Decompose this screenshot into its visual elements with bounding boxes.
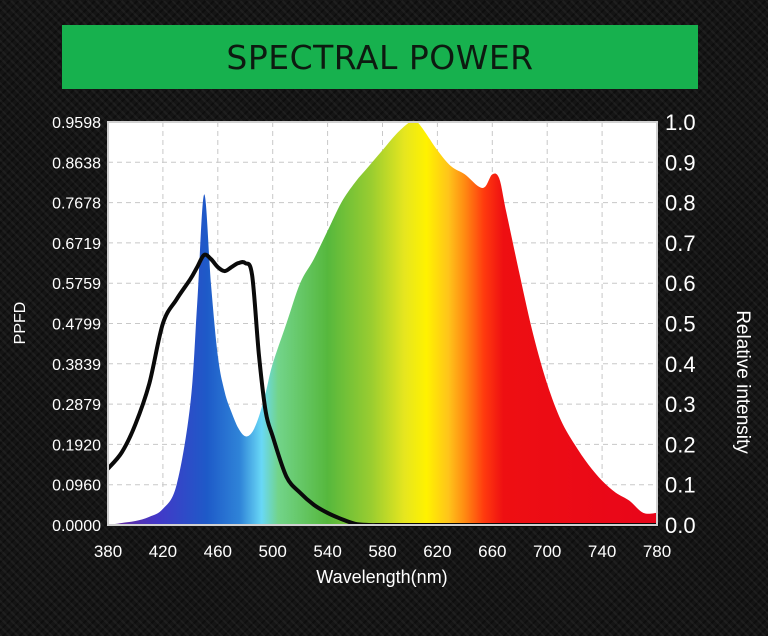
y-right-tick-label: 0.8	[665, 191, 696, 216]
x-tick-label: 780	[643, 542, 671, 561]
y-left-tick-label: 0.8638	[52, 155, 101, 172]
y-left-tick-label: 0.1920	[52, 437, 101, 454]
y-axis-right-ticks: 0.0 0.1 0.2 0.3 0.4 0.5 0.6 0.7 0.8 0.9 1.0	[665, 110, 696, 538]
x-tick-label: 460	[204, 542, 232, 561]
y-axis-left-ticks: 0.0000 0.0960 0.1920 0.2879 0.3839 0.4799 0.57…	[52, 115, 101, 535]
y-left-tick-label: 0.6719	[52, 236, 101, 253]
x-tick-label: 620	[423, 542, 451, 561]
y-right-tick-label: 0.5	[665, 312, 696, 337]
y-left-tick-label: 0.9598	[52, 115, 101, 132]
chart-title: SPECTRAL POWER	[226, 37, 534, 77]
y-right-tick-label: 0.2	[665, 432, 696, 457]
y-right-tick-label: 0.3	[665, 392, 696, 417]
x-tick-label: 500	[259, 542, 287, 561]
x-tick-label: 420	[149, 542, 177, 561]
y-right-tick-label: 0.4	[665, 352, 696, 377]
y-right-tick-label: 0.6	[665, 271, 696, 296]
x-tick-label: 580	[368, 542, 396, 561]
y-right-tick-label: 1.0	[665, 110, 696, 135]
y-left-tick-label: 0.7678	[52, 196, 101, 213]
x-tick-label: 380	[94, 542, 122, 561]
x-tick-label: 700	[533, 542, 561, 561]
y-axis-right-label: Relative intensity	[732, 310, 753, 454]
y-axis-left-label: PPFD	[12, 302, 29, 345]
y-left-tick-label: 0.5759	[52, 276, 101, 293]
spectrum-area	[108, 120, 657, 526]
x-axis-label: Wavelength(nm)	[316, 567, 447, 587]
y-right-tick-label: 0.1	[665, 473, 696, 498]
y-right-tick-label: 0.0	[665, 513, 696, 538]
y-left-tick-label: 0.3839	[52, 357, 101, 374]
y-left-tick-label: 0.0960	[52, 478, 101, 495]
x-tick-label: 660	[478, 542, 506, 561]
y-left-tick-label: 0.0000	[52, 518, 101, 535]
plot-frame	[107, 121, 658, 526]
y-left-tick-label: 0.4799	[52, 317, 101, 334]
x-tick-label: 540	[313, 542, 341, 561]
y-right-tick-label: 0.7	[665, 231, 696, 256]
y-right-tick-label: 0.9	[665, 150, 696, 175]
x-tick-label: 740	[588, 542, 616, 561]
y-left-tick-label: 0.2879	[52, 397, 101, 414]
x-axis-ticks: 380 420 460 500 540 580 620 660 700 740 780	[94, 542, 671, 561]
chart-title-banner: SPECTRAL POWER	[62, 25, 698, 89]
